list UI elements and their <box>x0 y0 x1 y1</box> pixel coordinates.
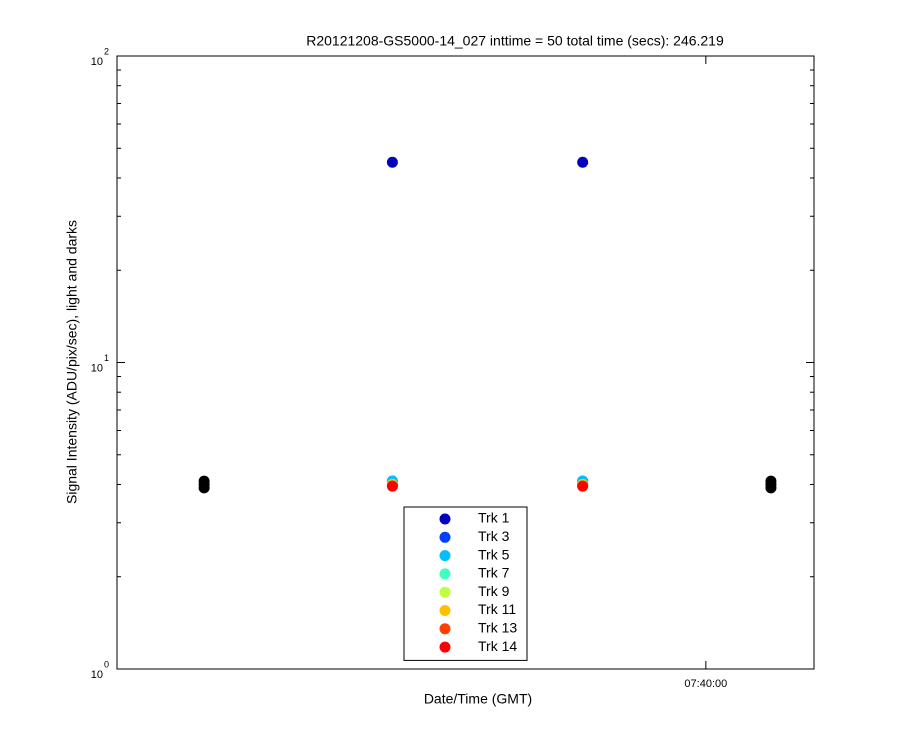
data-point <box>577 480 589 492</box>
data-point <box>577 156 589 168</box>
y-tick-label: 10 <box>91 669 103 681</box>
legend-label: Trk 13 <box>478 620 517 636</box>
legend: Trk 1 Trk 3 Trk 5 Trk 7 Trk 9 Trk 11 Trk 13 Trk… <box>403 506 528 661</box>
data-point <box>386 156 398 168</box>
legend-label: Trk 3 <box>478 528 510 544</box>
x-tick-label: 07:40:00 <box>684 678 727 690</box>
y-tick-label: 10 <box>91 362 103 374</box>
legend-marker <box>439 513 451 525</box>
data-point <box>198 475 210 487</box>
y-tick-exponent: 0 <box>104 659 109 669</box>
y-tick-exponent: 1 <box>104 353 109 363</box>
legend-marker <box>439 568 451 580</box>
data-point <box>386 480 398 492</box>
chart-title: R20121208-GS5000-14_027 inttime = 50 tot… <box>306 33 724 49</box>
legend-marker <box>439 550 451 562</box>
legend-marker <box>439 641 451 653</box>
legend-box <box>403 506 528 661</box>
x-axis-label: Date/Time (GMT) <box>424 691 532 707</box>
legend-label: Trk 14 <box>478 638 517 654</box>
legend-label: Trk 7 <box>478 565 510 581</box>
legend-marker <box>439 623 451 635</box>
legend-label: Trk 9 <box>478 583 510 599</box>
legend-marker <box>439 531 451 543</box>
y-tick-label: 10 <box>91 56 103 68</box>
legend-label: Trk 1 <box>478 510 510 526</box>
legend-marker <box>439 605 451 616</box>
data-point <box>765 475 777 487</box>
y-axis-label: Signal Intensity (ADU/pix/sec), light an… <box>64 220 80 504</box>
y-tick-exponent: 2 <box>104 46 109 56</box>
legend-marker <box>439 586 451 598</box>
legend-label: Trk 5 <box>478 546 510 562</box>
legend-label: Trk 11 <box>478 601 516 617</box>
